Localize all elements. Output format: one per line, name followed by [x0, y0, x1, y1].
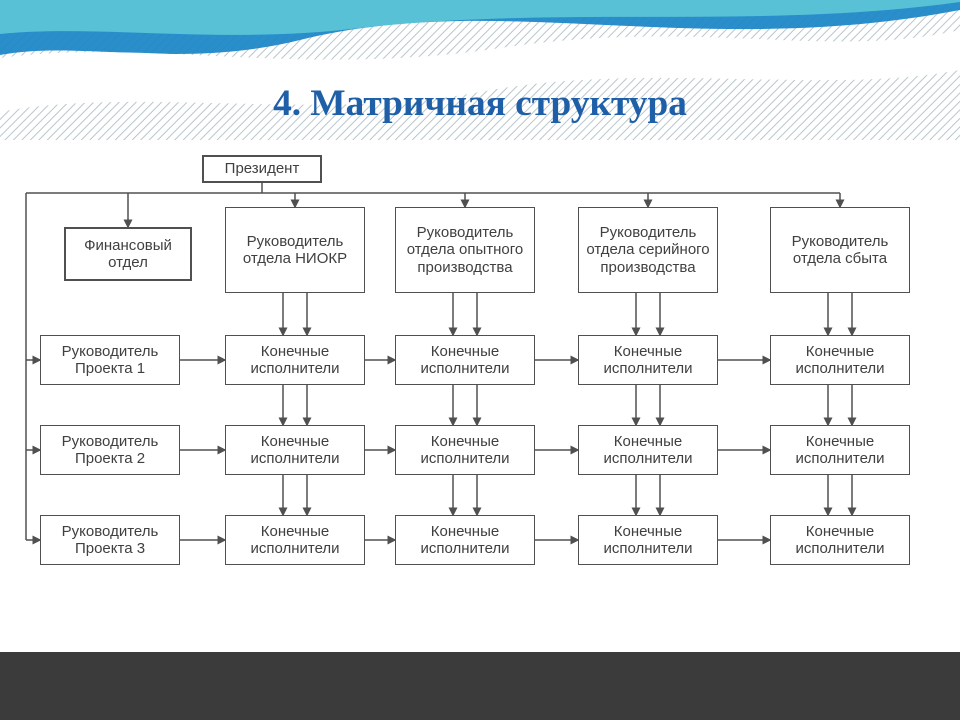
node-e13: Конечные исполнители — [578, 335, 718, 385]
node-e14: Конечные исполнители — [770, 335, 910, 385]
node-fin: Финансовый отдел — [64, 227, 192, 281]
node-p3: Руководитель Проекта 3 — [40, 515, 180, 565]
node-e31: Конечные исполнители — [225, 515, 365, 565]
node-p2: Руководитель Проекта 2 — [40, 425, 180, 475]
node-e33: Конечные исполнители — [578, 515, 718, 565]
node-e12: Конечные исполнители — [395, 335, 535, 385]
node-president: Президент — [202, 155, 322, 183]
node-e22: Конечные исполнители — [395, 425, 535, 475]
node-e34: Конечные исполнители — [770, 515, 910, 565]
node-d3: Руководитель отдела серийного производст… — [578, 207, 718, 293]
org-chart: Президент Финансовый отдел Руководитель от… — [0, 155, 960, 645]
node-e11: Конечные исполнители — [225, 335, 365, 385]
slide-title: 4. Матричная структура — [0, 82, 960, 125]
node-e23: Конечные исполнители — [578, 425, 718, 475]
node-e24: Конечные исполнители — [770, 425, 910, 475]
node-d1: Руководитель отдела НИОКР — [225, 207, 365, 293]
node-e32: Конечные исполнители — [395, 515, 535, 565]
node-p1: Руководитель Проекта 1 — [40, 335, 180, 385]
node-e21: Конечные исполнители — [225, 425, 365, 475]
footer-bar — [0, 652, 960, 720]
node-d2: Руководитель отдела опытного производств… — [395, 207, 535, 293]
node-d4: Руководитель отдела сбыта — [770, 207, 910, 293]
